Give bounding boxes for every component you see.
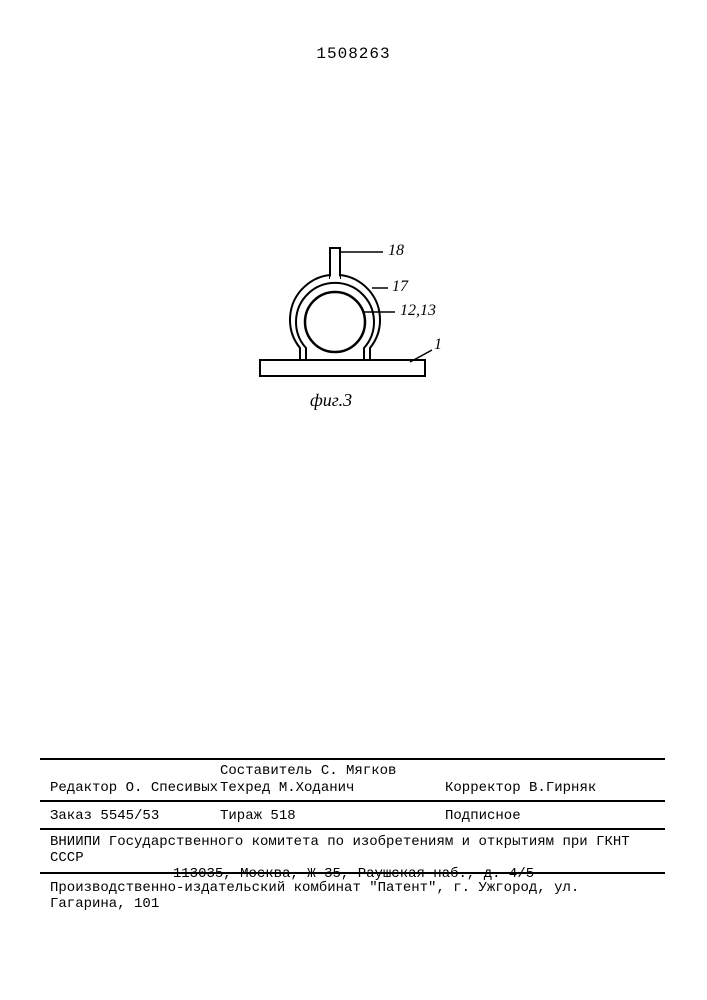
- rule-4: [40, 872, 665, 874]
- rule-1: [40, 758, 665, 760]
- editor-name: О. Спесивых: [126, 780, 218, 796]
- circulation-num: 518: [270, 808, 295, 824]
- editor-row: Редактор О. Спесивых Техред М.Ходанич Ко…: [50, 780, 657, 796]
- page: 1508263 18 17 12,13 1 фиг.3: [0, 0, 707, 1000]
- ref-17: 17: [392, 278, 408, 296]
- rule-3: [40, 828, 665, 830]
- editor-label: Редактор: [50, 780, 117, 796]
- figure-3: 18 17 12,13 1 фиг.3: [250, 230, 460, 410]
- printer-line: Производственно-издательский комбинат "П…: [50, 880, 657, 912]
- techred-label: Техред: [220, 780, 270, 796]
- org-block: ВНИИПИ Государственного комитета по изоб…: [50, 834, 657, 882]
- subscription: Подписное: [445, 808, 521, 824]
- figure-caption: фиг.3: [310, 390, 352, 411]
- rule-2: [40, 800, 665, 802]
- order-label: Заказ: [50, 808, 92, 824]
- circulation-label: Тираж: [220, 808, 262, 824]
- ref-18: 18: [388, 242, 404, 260]
- printer: Производственно-издательский комбинат "П…: [50, 880, 657, 912]
- order-row: Заказ 5545/53 Тираж 518 Подписное: [50, 808, 657, 824]
- corrector-name: В.Гирняк: [529, 780, 596, 796]
- ref-12-13: 12,13: [400, 302, 436, 320]
- compiler-row: Составитель С. Мягков: [50, 763, 657, 779]
- corrector-label: Корректор: [445, 780, 521, 796]
- compiler-name: С. Мягков: [321, 763, 397, 779]
- compiler-label: Составитель: [220, 763, 312, 779]
- techred-name: М.Ходанич: [279, 780, 355, 796]
- org-line1: ВНИИПИ Государственного комитета по изоб…: [50, 834, 657, 866]
- order-num: 5545/53: [100, 808, 159, 824]
- document-number: 1508263: [0, 45, 707, 63]
- ref-1: 1: [434, 336, 442, 354]
- figure-svg: [250, 230, 460, 410]
